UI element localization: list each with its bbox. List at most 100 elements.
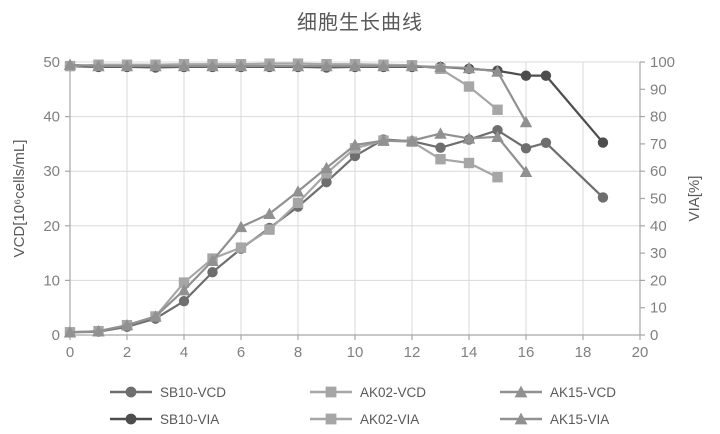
data-point-triangle xyxy=(462,132,476,144)
x-axis-tick-label: 16 xyxy=(518,344,535,361)
legend-item-ak02-vcd[interactable]: AK02-VCD xyxy=(310,385,426,400)
x-axis-tick-label: 0 xyxy=(66,344,74,361)
data-point-circle xyxy=(178,295,190,307)
x-axis-tick-label: 12 xyxy=(404,344,421,361)
data-point-triangle xyxy=(462,61,476,74)
legend-item-sb10-via[interactable]: SB10-VIA xyxy=(110,412,219,427)
data-point-triangle xyxy=(491,130,504,143)
data-point-triangle xyxy=(377,134,390,146)
series-layer xyxy=(63,58,609,338)
data-point-square xyxy=(264,224,275,235)
data-point-square xyxy=(492,172,503,183)
data-point-triangle xyxy=(291,59,305,72)
x-axis-tick-label: 4 xyxy=(180,344,188,361)
data-point-circle xyxy=(597,137,609,148)
legend-item-ak15-via[interactable]: AK15-VIA xyxy=(500,412,609,427)
x-axis-tick-label: 8 xyxy=(294,344,302,361)
data-point-triangle xyxy=(120,59,134,72)
data-point-square xyxy=(463,81,475,92)
data-point-triangle xyxy=(514,412,528,425)
legend-item-label: AK02-VCD xyxy=(360,385,426,400)
y-axis-left-tick-label: 40 xyxy=(43,109,60,126)
data-point-circle xyxy=(597,192,609,203)
data-point-triangle xyxy=(177,59,191,72)
data-point-circle xyxy=(435,142,446,153)
series-ak15-via xyxy=(63,58,533,128)
y-axis-right-title: VIA[%] xyxy=(686,176,703,222)
legend-item-label: SB10-VCD xyxy=(160,385,226,400)
data-point-triangle xyxy=(377,59,390,72)
data-point-square xyxy=(235,242,247,253)
y-axis-left-title: VCD[10⁶cells/mL] xyxy=(11,140,28,258)
axis-title-layer: VCD[10⁶cells/mL] VIA[%] xyxy=(11,140,703,258)
y-axis-left-tick-label: 0 xyxy=(52,327,60,344)
y-axis-left-tick-label: 20 xyxy=(43,218,60,235)
y-axis-left-tick-label: 10 xyxy=(43,272,60,289)
data-point-circle xyxy=(540,137,552,149)
grid-layer xyxy=(69,61,641,336)
axes-layer xyxy=(65,61,645,340)
data-point-circle xyxy=(125,386,137,398)
series-sb10-vcd xyxy=(64,125,609,338)
data-point-circle xyxy=(520,143,532,154)
series-sb10-via xyxy=(64,60,609,148)
data-point-circle xyxy=(207,267,218,278)
data-point-triangle xyxy=(63,58,77,70)
data-point-triangle xyxy=(263,207,276,219)
data-point-triangle xyxy=(263,59,276,72)
legend-item-label: AK15-VCD xyxy=(550,385,616,400)
data-point-triangle xyxy=(92,59,105,72)
y-axis-right-tick-label: 30 xyxy=(650,245,667,262)
data-point-triangle xyxy=(291,185,305,197)
data-point-triangle xyxy=(149,59,162,72)
series-line xyxy=(68,62,499,111)
data-point-triangle xyxy=(434,127,447,139)
data-point-square xyxy=(492,104,503,115)
data-point-triangle xyxy=(234,59,248,72)
data-point-square xyxy=(325,413,337,425)
y-axis-right-tick-label: 60 xyxy=(650,163,667,180)
data-point-circle xyxy=(520,70,532,81)
tick-label-layer: 0 10 20 30 40 50 0 10 20 30 40 50 60 70 80 90 100 0 2 4 6 8 10… xyxy=(43,54,675,361)
x-axis-tick-label: 6 xyxy=(237,344,245,361)
data-point-triangle xyxy=(63,326,77,338)
data-point-triangle xyxy=(491,65,504,77)
data-point-triangle xyxy=(348,59,362,72)
data-point-triangle xyxy=(434,60,447,73)
legend-item-ak02-via[interactable]: AK02-VIA xyxy=(310,412,419,427)
data-point-triangle xyxy=(177,284,191,296)
legend-layer: SB10-VCD AK02-VCD AK15-VCD SB10-VIA AK02-VIA… xyxy=(110,385,616,427)
y-axis-right-tick-label: 90 xyxy=(650,81,667,98)
data-point-triangle xyxy=(519,115,533,128)
data-point-triangle xyxy=(405,59,419,72)
data-point-triangle xyxy=(519,165,533,177)
data-point-triangle xyxy=(234,220,248,233)
data-point-triangle xyxy=(206,254,219,266)
data-point-square xyxy=(435,153,446,165)
data-point-triangle xyxy=(348,138,362,151)
data-point-circle xyxy=(540,70,552,81)
x-axis-tick-label: 14 xyxy=(461,344,478,361)
x-axis-tick-label: 18 xyxy=(575,344,592,361)
y-axis-right-tick-label: 50 xyxy=(650,191,667,208)
y-axis-right-tick-label: 20 xyxy=(650,272,667,289)
legend-item-sb10-vcd[interactable]: SB10-VCD xyxy=(110,385,226,400)
data-point-triangle xyxy=(149,310,162,322)
y-axis-left-tick-label: 50 xyxy=(43,54,60,71)
data-point-triangle xyxy=(320,59,333,72)
y-axis-right-tick-label: 80 xyxy=(650,109,667,126)
y-axis-left-tick-label: 30 xyxy=(43,163,60,180)
data-point-triangle xyxy=(405,134,419,146)
data-point-circle xyxy=(125,413,137,425)
data-point-triangle xyxy=(320,161,333,174)
data-point-triangle xyxy=(92,324,105,337)
legend-item-ak15-vcd[interactable]: AK15-VCD xyxy=(500,385,616,400)
y-axis-right-tick-label: 0 xyxy=(650,327,658,344)
data-point-circle xyxy=(492,125,503,136)
y-axis-right-tick-label: 70 xyxy=(650,136,667,153)
series-line xyxy=(68,139,499,334)
series-ak02-vcd xyxy=(64,135,503,338)
x-axis-tick-label: 20 xyxy=(632,344,649,361)
